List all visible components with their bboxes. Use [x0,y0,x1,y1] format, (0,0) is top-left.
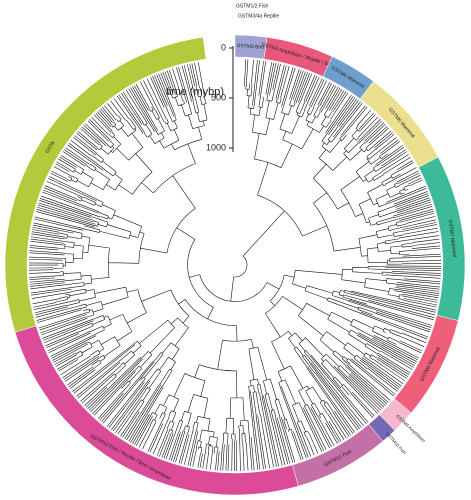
top-label: GSTM3/4a Reptile [238,13,279,19]
top-label: GSTM1/2 Fish [236,3,268,9]
clade-label: GSTM12 Fish / Reptile / Bird / Amphibian [89,433,172,482]
scale-label: time (mybp) [166,86,224,98]
clade-label: GSTM10 Fish [385,431,408,455]
clade-segment [418,156,466,321]
tree-branches [28,59,441,471]
scale-ticks: 0 500 1000 [206,42,233,152]
clade-label: GSTM3 Bird [236,43,264,51]
scale-tick-label: 0 [221,42,226,52]
clade-label: GSTM9 Amphibian [395,414,426,444]
tree [28,59,441,471]
clade-segment [4,36,207,333]
scale-tick-label: 1000 [206,142,226,152]
clade-label: GSTM7 Mammal [447,219,458,257]
scale-tick-label: 500 [211,92,226,102]
